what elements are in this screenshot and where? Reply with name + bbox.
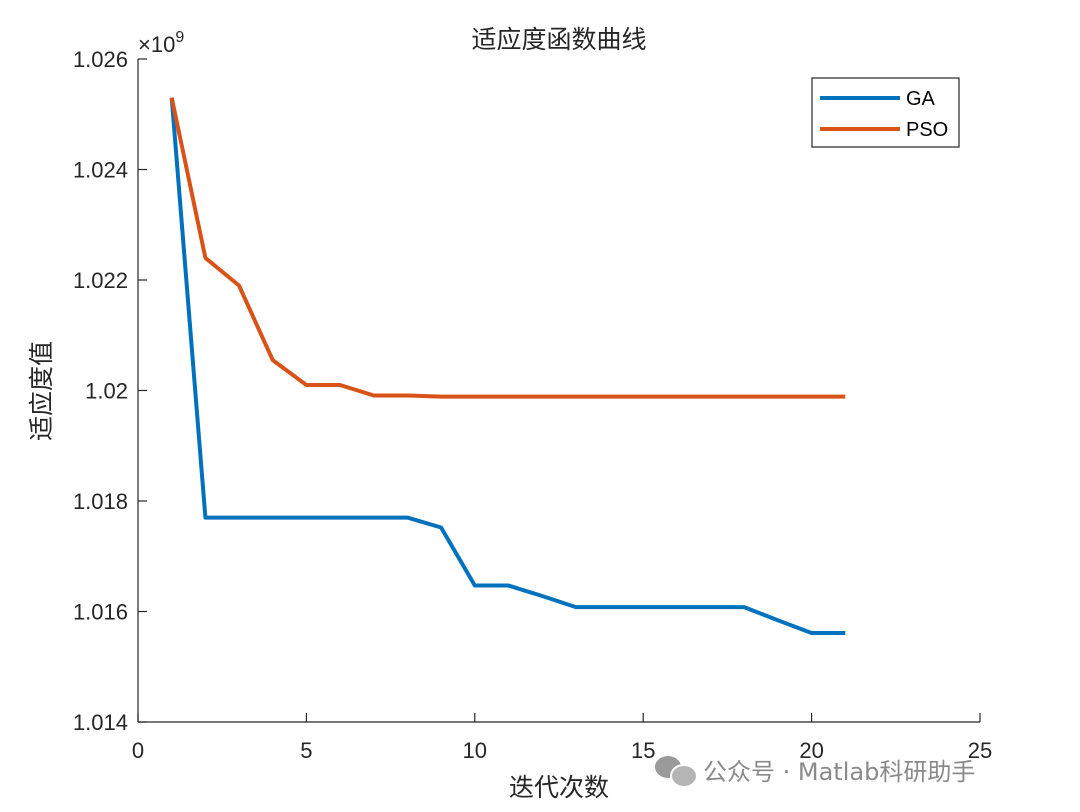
x-tick-label: 10 <box>463 738 487 763</box>
y-axis-exponent-power: 9 <box>175 29 184 46</box>
watermark: 公众号 · Matlab科研助手 <box>655 752 976 788</box>
y-tick-label: 1.026 <box>73 47 128 72</box>
y-axis-exponent-base: ×10 <box>138 32 175 57</box>
y-axis-exponent: ×109 <box>138 29 184 57</box>
x-tick-label: 15 <box>631 738 655 763</box>
x-axis-label: 迭代次数 <box>509 773 609 802</box>
wechat-icon <box>655 754 698 788</box>
axes: 0 5 10 15 20 25 1.014 1.016 1.018 1.02 1.022 1.024 1… <box>73 47 992 763</box>
watermark-text: 公众号 · Matlab科研助手 <box>703 758 976 786</box>
chart-title: 适应度函数曲线 <box>471 25 646 54</box>
y-tick-label: 1.022 <box>73 268 128 293</box>
legend-label-pso: PSO <box>906 119 948 141</box>
y-tick-label: 1.016 <box>73 600 128 625</box>
y-tick-label: 1.024 <box>73 158 128 183</box>
legend: GA PSO <box>811 77 960 148</box>
series-line-ga <box>169 97 846 635</box>
legend-label-ga: GA <box>906 88 936 110</box>
x-tick-label: 20 <box>799 738 823 763</box>
y-tick-label: 1.02 <box>85 379 128 404</box>
x-tick-label: 5 <box>300 738 312 763</box>
x-tick-label: 0 <box>132 738 144 763</box>
series-layer <box>169 97 846 635</box>
series-line-pso <box>169 97 846 399</box>
x-tick-label: 25 <box>968 738 992 763</box>
y-axis-label: 适应度值 <box>27 341 56 441</box>
y-tick-label: 1.018 <box>73 489 128 514</box>
legend-box <box>811 77 960 148</box>
y-tick-label: 1.014 <box>73 710 128 735</box>
